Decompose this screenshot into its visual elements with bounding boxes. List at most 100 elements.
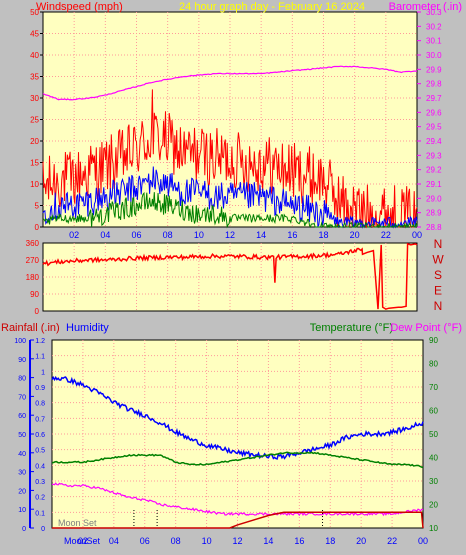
wind-tick-label: 30: [30, 94, 39, 103]
wind-y-axis: 0 5 10 15 20 25 30 35 40 45 50: [30, 8, 43, 232]
rainfall-tick-label: 1: [41, 369, 45, 376]
x-tick-label: 00: [412, 230, 422, 240]
rainfall-tick-label: 0.1: [35, 510, 45, 517]
moon-set-label: Moon Set: [58, 518, 97, 528]
windspeed-label: Windspeed (mph): [36, 1, 123, 13]
x-tick-label: 18: [325, 536, 335, 546]
rainfall-label: Rainfall (.in): [1, 322, 60, 334]
chart-title: 24 hour graph day - February 16 2024: [179, 1, 365, 13]
temperature-tick-label: 30: [429, 477, 438, 486]
rainfall-tick-label: 0.7: [35, 416, 45, 423]
x-tick-label: 20: [350, 230, 360, 240]
wind-tick-label: 25: [30, 116, 39, 125]
compass-label-e: E: [434, 284, 442, 298]
barometer-tick-label: 29.7: [426, 94, 442, 103]
temperature-tick-label: 60: [429, 407, 438, 416]
wind-tick-label: 40: [30, 51, 39, 60]
barometer-tick-label: 29.8: [426, 80, 442, 89]
climate-series: [51, 375, 424, 529]
rainfall-tick-label: 0: [41, 526, 45, 533]
humidity-y-axis: 0 10 20 30 40 50 60 70 80 90 100: [14, 338, 34, 533]
x-tick-label: 22: [381, 230, 391, 240]
rainfall-line: [52, 511, 424, 529]
dewpoint-label: Dew Point (°F): [390, 322, 462, 334]
direction-grid: [43, 243, 417, 311]
rainfall-y-axis: 0 0.1 0.2 0.3 0.4 0.5 0.6 0.7 0.8 0.9 1 1.1 1.2: [35, 338, 45, 533]
moon-set-bottom-label: MoonSet: [64, 536, 101, 546]
wind-gust-line: [42, 89, 418, 229]
x-tick-label: 20: [356, 536, 366, 546]
x-tick-label: 02: [78, 536, 88, 546]
temperature-tick-label: 80: [429, 360, 438, 369]
humidity-tick-label: 100: [14, 338, 26, 345]
wind-tick-label: 45: [30, 30, 39, 39]
x-tick-label: 04: [100, 230, 110, 240]
barometer-y-axis: 28.8 28.9 29.0 29.1 29.2 29.3 29.4 29.5 29.6 29.7…: [417, 8, 442, 232]
barometer-tick-label: 29.1: [426, 180, 442, 189]
barometer-tick-label: 28.9: [426, 209, 442, 218]
humidity-label: Humidity: [66, 322, 109, 334]
direction-tick-label: 270: [26, 256, 40, 265]
direction-tick-label: 360: [26, 239, 40, 248]
barometer-tick-label: 30.1: [426, 37, 442, 46]
compass-label-s: S: [434, 268, 442, 282]
x-tick-label: 12: [232, 536, 242, 546]
rainfall-tick-label: 0.8: [35, 401, 45, 408]
humidity-tick-label: 70: [18, 394, 26, 401]
barometer-tick-label: 29.9: [426, 65, 442, 74]
barometer-tick-label: 28.8: [426, 223, 442, 232]
x-tick-label: 06: [140, 536, 150, 546]
direction-tick-label: 180: [26, 273, 40, 282]
temperature-y-axis: 10 20 30 40 50 60 70 80 90: [429, 336, 438, 533]
humidity-tick-label: 20: [18, 488, 26, 495]
compass-label-n: N: [434, 299, 443, 313]
x-tick-label: 18: [318, 230, 328, 240]
x-tick-label: 10: [202, 536, 212, 546]
humidity-tick-label: 40: [18, 451, 26, 458]
temperature-label: Temperature (°F): [310, 322, 393, 334]
x-tick-label: 12: [225, 230, 235, 240]
wind-tick-label: 35: [30, 73, 39, 82]
x-tick-label: 14: [256, 230, 266, 240]
barometer-tick-label: 30.3: [426, 8, 442, 17]
x-tick-label: 00: [418, 536, 428, 546]
direction-tick-label: 90: [30, 290, 39, 299]
temperature-line: [51, 451, 424, 469]
wind-tick-label: 0: [35, 223, 40, 232]
temperature-tick-label: 20: [429, 501, 438, 510]
x-tick-label: 16: [287, 230, 297, 240]
wind-low-line: [42, 191, 418, 229]
barometer-line: [42, 65, 418, 101]
humidity-tick-label: 90: [18, 357, 26, 364]
temperature-tick-label: 70: [429, 383, 438, 392]
wind-direction-line: [42, 242, 418, 310]
x-tick-label: 04: [109, 536, 119, 546]
humidity-tick-label: 60: [18, 413, 26, 420]
rainfall-tick-label: 0.5: [35, 448, 45, 455]
humidity-tick-label: 10: [18, 507, 26, 514]
rainfall-tick-label: 0.3: [35, 479, 45, 486]
barometer-tick-label: 29.2: [426, 166, 442, 175]
x-tick-label: 06: [131, 230, 141, 240]
x-tick-label: 16: [294, 536, 304, 546]
barometer-tick-label: 29.5: [426, 123, 442, 132]
rainfall-tick-label: 1.2: [35, 338, 45, 345]
bottom-x-axis: 02 04 06 08 10 12 14 16 18 20 22 00: [78, 536, 428, 546]
compass-label-n: N: [434, 237, 443, 251]
rainfall-tick-label: 0.4: [35, 463, 45, 470]
wind-tick-label: 10: [30, 180, 39, 189]
humidity-tick-label: 50: [18, 432, 26, 439]
wind-grid: [43, 12, 417, 227]
wind-tick-label: 20: [30, 137, 39, 146]
x-tick-label: 10: [194, 230, 204, 240]
temperature-tick-label: 40: [429, 454, 438, 463]
wind-series: [42, 65, 418, 229]
barometer-tick-label: 30.0: [426, 51, 442, 60]
humidity-tick-label: 30: [18, 470, 26, 477]
barometer-tick-label: 29.3: [426, 151, 442, 160]
barometer-tick-label: 29.0: [426, 194, 442, 203]
wind-tick-label: 15: [30, 159, 39, 168]
temperature-tick-label: 50: [429, 430, 438, 439]
